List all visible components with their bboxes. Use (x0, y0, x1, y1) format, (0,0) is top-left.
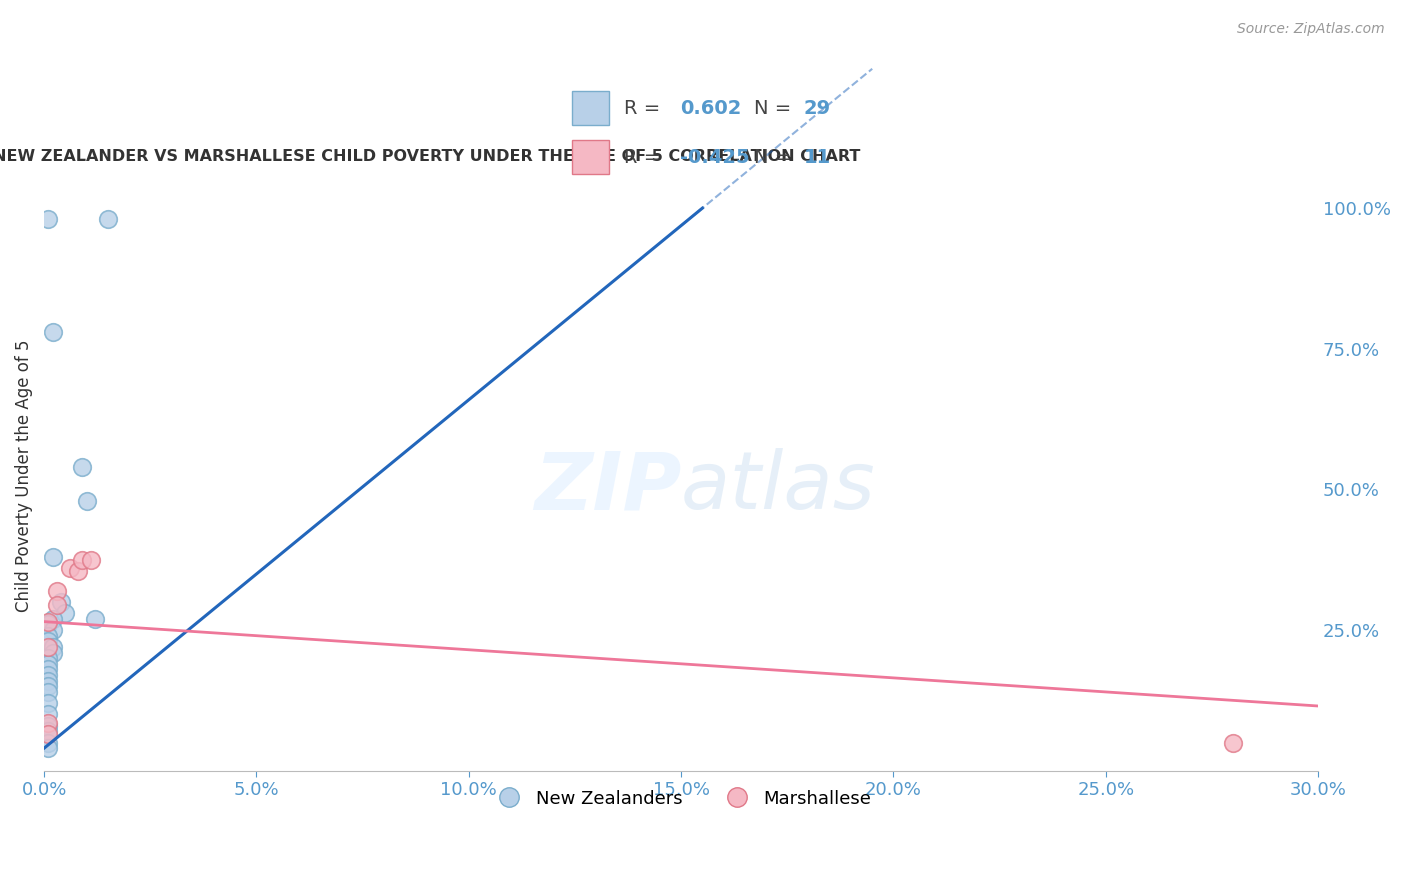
Point (1222, 735, 1244, 749)
Text: ZIP: ZIP (534, 448, 681, 526)
Point (80, 553, 103, 567)
Point (37, 724, 59, 739)
Point (58, 561, 80, 575)
Text: 11: 11 (804, 148, 831, 167)
Point (37, 673, 59, 688)
Point (41, 623, 63, 637)
Point (41, 640, 63, 654)
Point (37, 634, 59, 648)
Point (37, 679, 59, 693)
Text: 0.602: 0.602 (681, 99, 741, 118)
Text: NEW ZEALANDER VS MARSHALLESE CHILD POVERTY UNDER THE AGE OF 5 CORRELATION CHART: NEW ZEALANDER VS MARSHALLESE CHILD POVER… (0, 149, 860, 163)
Text: Source: ZipAtlas.com: Source: ZipAtlas.com (1237, 22, 1385, 37)
Text: -0.425: -0.425 (681, 148, 749, 167)
Point (37, 735, 59, 749)
Point (37, 212, 59, 227)
Point (45, 598, 67, 612)
Text: R =: R = (624, 99, 666, 118)
Point (37, 629, 59, 643)
Point (84, 612, 107, 626)
Point (37, 668, 59, 682)
Point (37, 651, 59, 665)
Point (41, 646, 63, 660)
Point (72, 553, 94, 567)
Text: N =: N = (754, 99, 797, 118)
Point (37, 657, 59, 671)
Point (97, 212, 120, 227)
Point (67, 564, 90, 578)
Text: N =: N = (754, 148, 797, 167)
Y-axis label: Child Poverty Under the Age of 5: Child Poverty Under the Age of 5 (15, 339, 32, 612)
FancyBboxPatch shape (572, 140, 609, 175)
Point (37, 727, 59, 741)
Point (37, 715, 59, 730)
Point (37, 685, 59, 699)
Point (37, 707, 59, 722)
Text: atlas: atlas (681, 448, 876, 526)
Text: R =: R = (624, 148, 666, 167)
Point (45, 583, 67, 598)
Point (41, 549, 63, 564)
Point (41, 612, 63, 626)
Point (53, 606, 76, 620)
Point (37, 615, 59, 629)
Point (49, 595, 72, 609)
Point (37, 719, 59, 733)
Point (37, 640, 59, 654)
Point (41, 325, 63, 339)
Point (37, 741, 59, 756)
Legend: New Zealanders, Marshallese: New Zealanders, Marshallese (484, 782, 879, 814)
Point (37, 696, 59, 710)
Point (37, 617, 59, 632)
Point (37, 662, 59, 676)
Text: 29: 29 (804, 99, 831, 118)
Point (72, 459, 94, 474)
FancyBboxPatch shape (572, 91, 609, 125)
Point (76, 493, 98, 508)
